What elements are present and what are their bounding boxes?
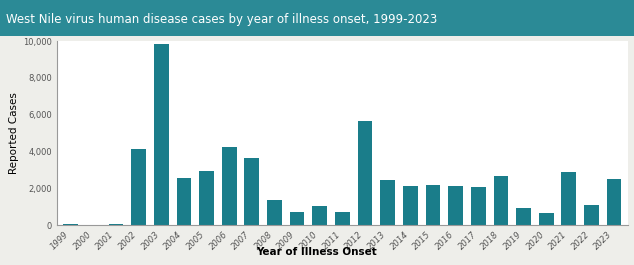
Bar [176, 179, 191, 225]
Bar [199, 171, 214, 225]
Bar [290, 212, 304, 225]
Bar [313, 206, 327, 225]
Text: West Nile virus human disease cases by year of illness onset, 1999-2023: West Nile virus human disease cases by y… [6, 13, 437, 26]
Bar [358, 121, 372, 225]
Bar [539, 213, 553, 225]
Bar [562, 172, 576, 225]
Bar [267, 200, 281, 225]
Bar [403, 186, 418, 225]
Bar [245, 158, 259, 225]
Y-axis label: Reported Cases: Reported Cases [9, 92, 19, 174]
Bar [425, 185, 440, 225]
Bar [108, 224, 123, 225]
Bar [63, 224, 78, 225]
Bar [493, 176, 508, 225]
Bar [448, 186, 463, 225]
Bar [516, 207, 531, 225]
Bar [471, 187, 486, 225]
Bar [584, 205, 598, 225]
Bar [154, 44, 169, 225]
Bar [380, 180, 395, 225]
Bar [607, 179, 621, 225]
Text: Year of Illness Onset: Year of Illness Onset [257, 247, 377, 257]
Bar [131, 149, 146, 225]
Bar [335, 212, 350, 225]
Bar [222, 147, 236, 225]
